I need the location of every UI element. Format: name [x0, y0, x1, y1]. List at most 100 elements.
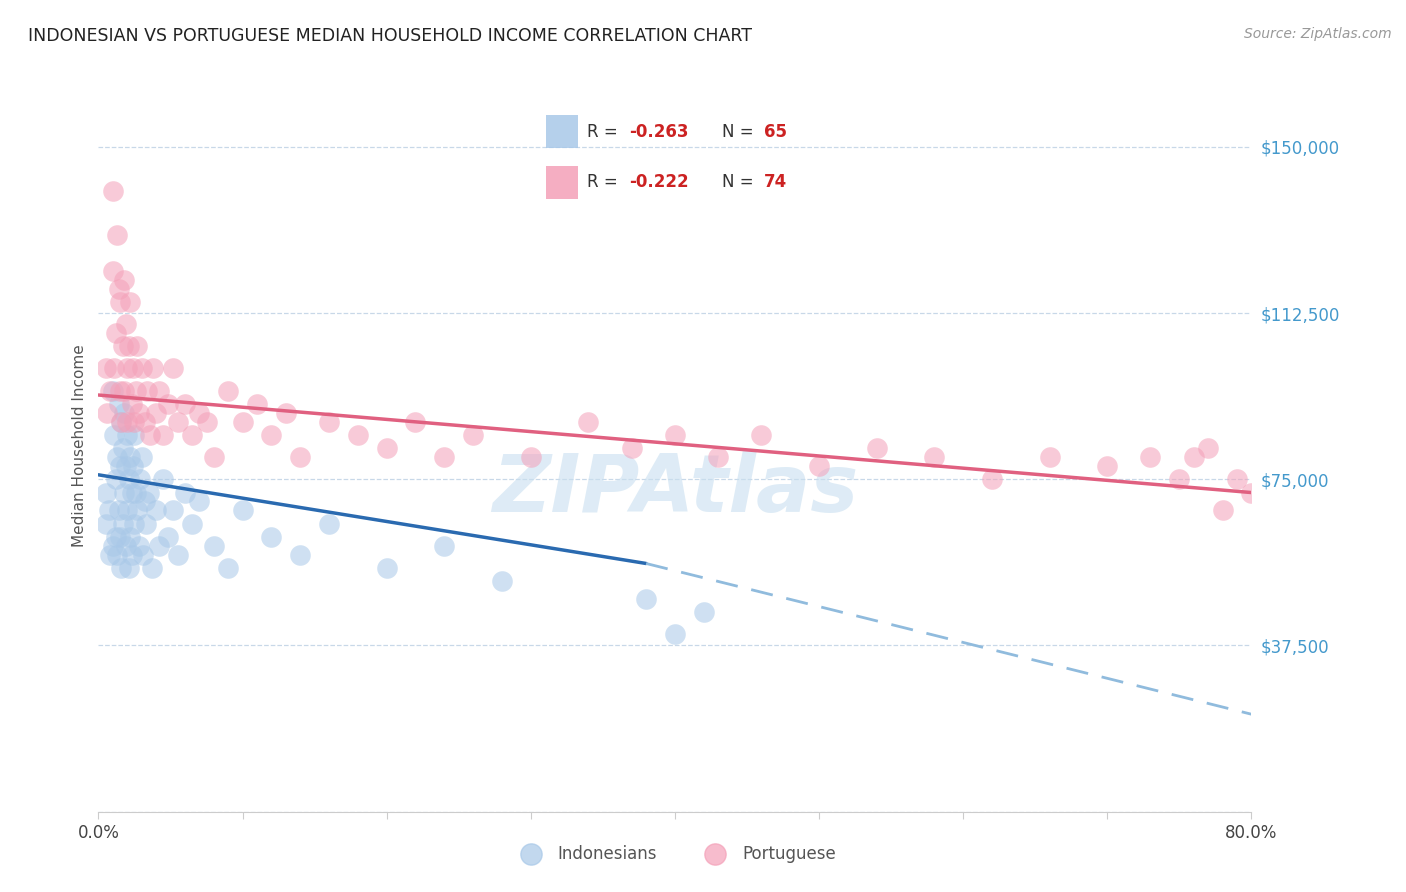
Point: [125, 384, 148, 398]
Point: [1226, 472, 1249, 486]
Point: [127, 503, 149, 517]
Point: [664, 428, 686, 442]
Point: [433, 539, 456, 553]
Point: [195, 415, 218, 429]
Point: [112, 384, 135, 398]
Point: [274, 406, 297, 420]
Point: [121, 397, 143, 411]
Point: [1240, 485, 1263, 500]
Point: [94, 516, 117, 531]
Point: [131, 361, 153, 376]
Point: [1197, 441, 1219, 455]
Point: [111, 441, 134, 455]
Point: [117, 428, 139, 442]
Point: [290, 450, 312, 464]
Point: [101, 384, 124, 398]
Point: [118, 561, 141, 575]
Point: [217, 384, 239, 398]
Point: [96, 406, 118, 420]
Point: [707, 450, 730, 464]
Point: [120, 530, 142, 544]
Point: [117, 503, 139, 517]
Point: [181, 516, 204, 531]
Point: [162, 361, 184, 376]
Point: [142, 361, 165, 376]
Point: [103, 428, 125, 442]
Point: [108, 294, 131, 309]
Point: [124, 516, 146, 531]
Point: [375, 441, 398, 455]
Y-axis label: Median Household Income: Median Household Income: [72, 344, 87, 548]
Point: [318, 415, 340, 429]
Point: [156, 397, 179, 411]
Point: [148, 539, 170, 553]
Point: [105, 228, 128, 243]
Point: [981, 472, 1004, 486]
Point: [141, 561, 163, 575]
Point: [405, 415, 427, 429]
Point: [110, 561, 132, 575]
Text: Source: ZipAtlas.com: Source: ZipAtlas.com: [1244, 27, 1392, 41]
Point: [1168, 472, 1191, 486]
Point: [107, 503, 129, 517]
Point: [166, 415, 188, 429]
Point: [578, 415, 600, 429]
Point: [664, 627, 686, 641]
Point: [231, 415, 254, 429]
Point: [375, 561, 398, 575]
Point: [134, 415, 156, 429]
Point: [122, 361, 145, 376]
Point: [105, 548, 128, 562]
Point: [166, 548, 188, 562]
Point: [124, 428, 146, 442]
Point: [174, 397, 197, 411]
Point: [174, 485, 197, 500]
Point: [111, 516, 134, 531]
Point: [162, 503, 184, 517]
Point: [1212, 503, 1234, 517]
Point: [105, 450, 128, 464]
Point: [118, 339, 141, 353]
Point: [110, 415, 132, 429]
Point: [112, 406, 135, 420]
Point: [124, 415, 146, 429]
Point: [118, 472, 141, 486]
Point: [114, 458, 136, 473]
Point: [924, 450, 946, 464]
Point: [433, 450, 456, 464]
Point: [107, 282, 129, 296]
Point: [636, 591, 658, 606]
Point: [217, 561, 239, 575]
Point: [129, 472, 152, 486]
Point: [122, 458, 145, 473]
Point: [461, 428, 484, 442]
Point: [108, 458, 131, 473]
Point: [132, 548, 155, 562]
Point: [188, 406, 211, 420]
Point: [693, 605, 716, 619]
Point: [121, 548, 143, 562]
Point: [148, 384, 170, 398]
Point: [136, 384, 159, 398]
Point: [101, 264, 124, 278]
Point: [108, 384, 131, 398]
Point: [1097, 458, 1119, 473]
Point: [231, 503, 254, 517]
Point: [104, 326, 127, 340]
Point: [808, 458, 831, 473]
Point: [145, 503, 167, 517]
Point: [107, 397, 129, 411]
Point: [127, 339, 149, 353]
Point: [101, 184, 124, 198]
Point: [1039, 450, 1062, 464]
Point: [103, 361, 125, 376]
Point: [135, 516, 157, 531]
Point: [145, 406, 167, 420]
Point: [120, 450, 142, 464]
Point: [318, 516, 340, 531]
Point: [94, 361, 117, 376]
Point: [98, 384, 121, 398]
Point: [138, 485, 160, 500]
Point: [110, 415, 132, 429]
Point: [117, 361, 139, 376]
